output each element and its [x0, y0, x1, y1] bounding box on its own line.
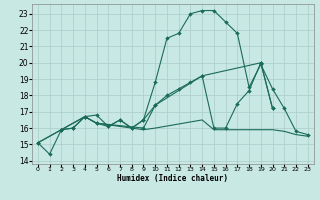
X-axis label: Humidex (Indice chaleur): Humidex (Indice chaleur) — [117, 174, 228, 183]
